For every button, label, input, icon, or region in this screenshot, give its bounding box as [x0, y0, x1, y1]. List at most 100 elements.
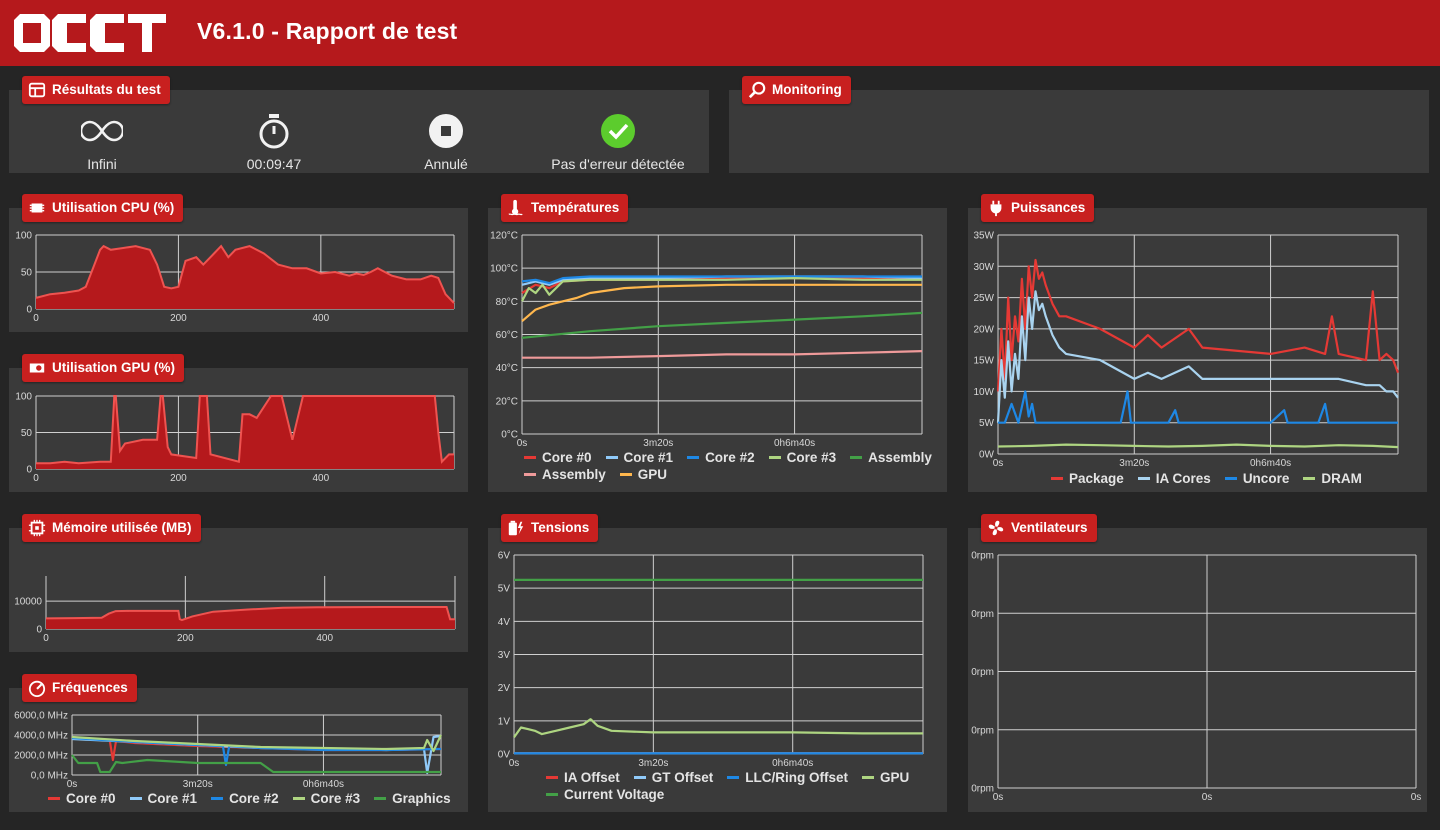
x-tick-label: 3m20s — [638, 758, 668, 769]
series-line — [35, 244, 455, 304]
result-elapsed-label: 00:09:47 — [246, 156, 302, 172]
series-line — [997, 443, 1399, 449]
x-tick-label: 0s — [509, 758, 520, 769]
y-tick-label: 2V — [498, 683, 511, 694]
result-duration: Infini — [12, 112, 192, 172]
y-tick-label: 120°C — [490, 231, 518, 242]
y-tick-label: 80°C — [496, 297, 518, 308]
x-tick-label: 0s — [1411, 792, 1422, 803]
power-legend: Package IA Cores Uncore DRAM — [1051, 471, 1421, 486]
legend-label: LLC/Ring Offset — [745, 770, 849, 785]
battery-bolt-icon — [508, 520, 524, 536]
x-tick-label: 200 — [170, 313, 187, 324]
series-line — [71, 736, 442, 767]
y-tick-label: 4000,0 MHz — [14, 731, 68, 742]
y-tick-label: 4V — [498, 617, 511, 628]
x-tick-label: 400 — [312, 313, 329, 324]
gpu-tag: Utilisation GPU (%) — [22, 354, 185, 382]
y-tick-label: 6000,0 MHz — [14, 711, 68, 722]
y-tick-label: 100 — [15, 392, 32, 403]
y-tick-label: 10W — [973, 387, 994, 398]
series-line — [71, 734, 442, 753]
occt-logo — [14, 14, 166, 52]
temp-chart: 0°C 20°C 40°C 60°C 80°C 100°C 120°C 0s 3m20s 0h6m… — [490, 231, 923, 449]
y-tick-label: 60°C — [496, 330, 518, 341]
cpu-tag: Utilisation CPU (%) — [22, 194, 184, 222]
result-errors-label: Pas d'erreur détectée — [551, 156, 685, 172]
y-tick-label: 0rpm — [971, 609, 994, 620]
legend-label: Core #2 — [705, 450, 755, 465]
x-tick-label: 0s — [993, 458, 1004, 469]
cpu-title: Utilisation CPU (%) — [52, 200, 175, 215]
memory-chip-icon — [28, 519, 46, 537]
y-tick-label: 0rpm — [971, 725, 994, 736]
y-tick-label: 0rpm — [971, 784, 994, 795]
y-tick-label: 3V — [498, 650, 511, 661]
freq-legend: Core #0 Core #1 Core #2 Core #3 Graphics — [48, 791, 468, 806]
legend-label: Core #0 — [66, 791, 116, 806]
series-line — [45, 606, 455, 622]
temp-panel — [488, 208, 947, 492]
y-tick-label: 0 — [36, 625, 42, 636]
legend-label: Assembly — [542, 467, 606, 482]
volt-tag: Tensions — [501, 514, 599, 542]
y-tick-label: 0W — [979, 450, 995, 461]
app-header: V6.1.0 - Rapport de test — [0, 0, 1440, 66]
legend-label: Core #0 — [542, 450, 592, 465]
gpu-title: Utilisation GPU (%) — [52, 360, 176, 375]
legend-item: Core #1 — [605, 450, 674, 465]
legend-label: Package — [1069, 471, 1124, 486]
y-tick-label: 10000 — [14, 597, 42, 608]
x-tick-label: 0 — [43, 633, 49, 644]
y-tick-label: 0,0 MHz — [31, 771, 68, 782]
legend-swatch — [211, 797, 224, 800]
x-tick-label: 400 — [312, 473, 329, 484]
mem-chart: 0 10000 0 200 400 — [14, 576, 456, 644]
legend-label: GT Offset — [651, 770, 714, 785]
y-tick-label: 5V — [498, 584, 511, 595]
x-tick-label: 400 — [316, 633, 333, 644]
infinity-icon — [81, 120, 123, 142]
series-line — [71, 754, 441, 774]
volt-title: Tensions — [531, 520, 590, 535]
results-table-icon — [28, 82, 46, 98]
legend-item: GT Offset — [633, 770, 714, 785]
legend-swatch — [768, 456, 781, 459]
y-tick-label: 30W — [973, 262, 994, 273]
temp-title: Températures — [531, 200, 620, 215]
search-icon — [748, 81, 766, 99]
x-tick-label: 200 — [177, 633, 194, 644]
mem-panel — [9, 528, 468, 652]
series-line — [513, 718, 923, 739]
x-tick-label: 0h6m40s — [772, 758, 813, 769]
legend-swatch — [546, 776, 558, 779]
legend-swatch — [619, 473, 632, 476]
fans-panel — [968, 528, 1427, 812]
x-tick-label: 200 — [170, 473, 187, 484]
series-line — [521, 311, 923, 339]
volt-chart: 0V 1V 2V 3V 4V 5V 6V 0s 3m20s 0h6m40s — [498, 551, 924, 769]
y-tick-label: 20W — [973, 324, 994, 335]
mem-title: Mémoire utilisée (MB) — [52, 520, 192, 535]
result-errors: Pas d'erreur détectée — [528, 112, 708, 172]
y-tick-label: 50 — [21, 428, 33, 439]
legend-swatch — [292, 797, 305, 800]
legend-swatch — [524, 473, 536, 476]
legend-swatch — [129, 797, 142, 800]
series-line — [521, 283, 922, 323]
volt-panel — [488, 528, 947, 812]
series-line — [521, 275, 922, 285]
legend-label: Core #1 — [623, 450, 674, 465]
x-tick-label: 0h6m40s — [774, 438, 815, 449]
legend-label: IA Offset — [564, 770, 620, 785]
x-tick-label: 0s — [517, 438, 528, 449]
legend-item: Assembly — [850, 450, 932, 465]
legend-item: IA Cores — [1137, 471, 1211, 486]
speedometer-icon — [28, 680, 46, 697]
y-tick-label: 25W — [973, 293, 994, 304]
series-area — [36, 396, 454, 469]
gpu-chart: 0 50 100 0 200 400 — [15, 392, 455, 484]
legend-item: Core #0 — [524, 450, 592, 465]
legend-swatch — [1051, 477, 1063, 480]
result-elapsed: 00:09:47 — [184, 112, 364, 172]
